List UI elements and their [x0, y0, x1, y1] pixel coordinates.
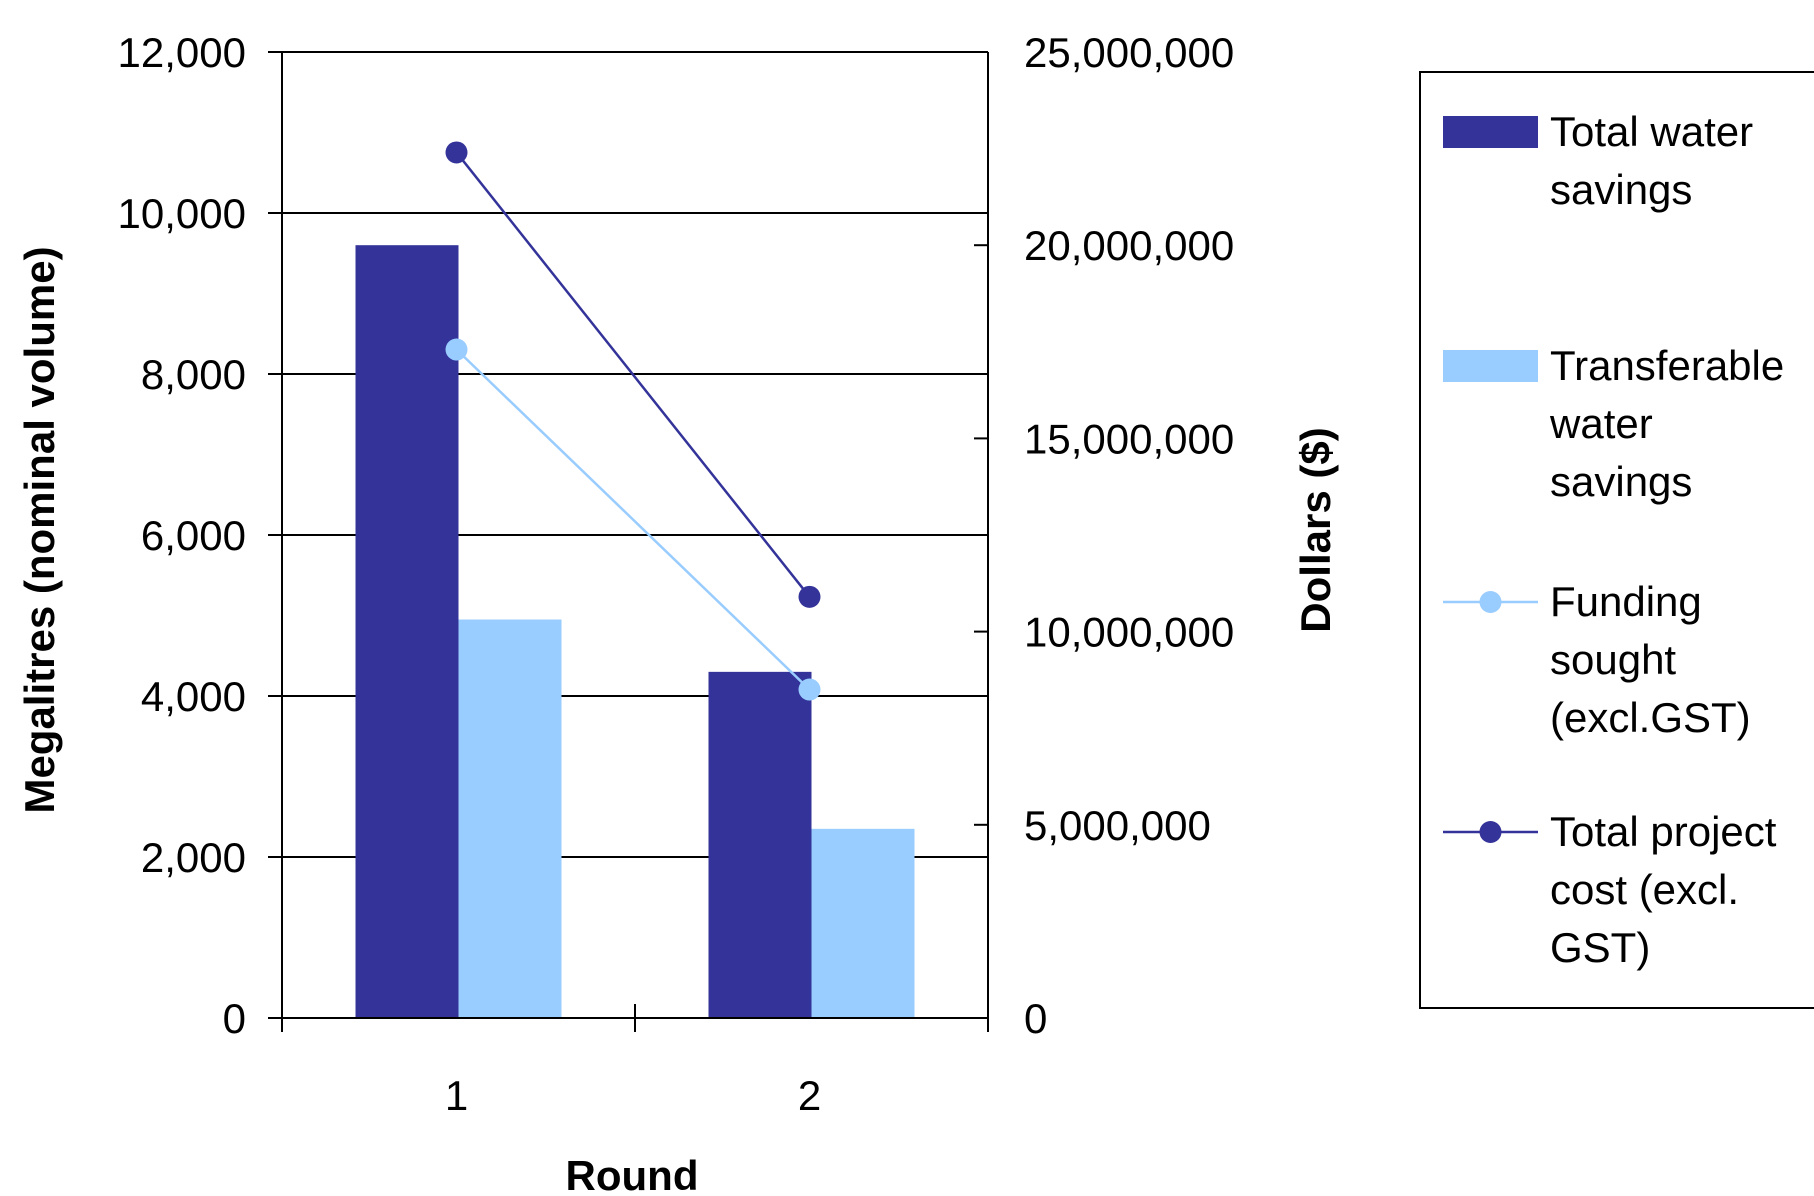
x-tick-label: 1: [445, 1072, 468, 1119]
axes: [268, 51, 989, 1032]
legend-label: GST): [1550, 924, 1650, 971]
data-point: [798, 585, 821, 608]
bar: [355, 245, 459, 1018]
y-tick-label: 8,000: [141, 351, 246, 398]
y2-tick-label: 20,000,000: [1024, 222, 1234, 269]
legend-swatch: [1443, 116, 1538, 148]
tick-labels: 0 2,000 4,000 6,000 8,000 10,000 12,000 0 5,000,…: [118, 29, 1235, 1119]
y-axis-title: Megalitres (nominal volume): [16, 246, 63, 813]
y2-tick-label: 10,000,000: [1024, 609, 1234, 656]
legend-label: Total water: [1550, 108, 1753, 155]
bar: [811, 828, 915, 1018]
legend-swatch: [1443, 350, 1538, 382]
data-point: [798, 678, 821, 701]
legend-label: water: [1549, 400, 1653, 447]
legend-label: Funding: [1550, 578, 1702, 625]
x-tick-label: 2: [798, 1072, 821, 1119]
y-tick-label: 4,000: [141, 673, 246, 720]
bars: [355, 245, 915, 1018]
y-tick-label: 6,000: [141, 512, 246, 559]
y2-tick-label: 15,000,000: [1024, 415, 1234, 462]
y2-axis-title: Dollars ($): [1292, 427, 1339, 632]
x-axis-title: Round: [566, 1152, 699, 1196]
y-tick-label: 0: [223, 995, 246, 1042]
y-tick-label: 12,000: [118, 29, 246, 76]
bar: [458, 619, 562, 1018]
y2-tick-label: 5,000,000: [1024, 802, 1211, 849]
y-tick-label: 10,000: [118, 190, 246, 237]
legend-label: savings: [1550, 166, 1692, 213]
legend-swatch-marker: [1479, 821, 1502, 843]
y2-tick-label: 25,000,000: [1024, 29, 1234, 76]
bar: [708, 671, 812, 1018]
legend-label: savings: [1550, 458, 1692, 505]
legend-label: Transferable: [1550, 342, 1784, 389]
data-point: [445, 338, 468, 361]
legend-label: Total project: [1550, 808, 1777, 855]
series-line: [455, 151, 811, 598]
y-tick-label: 2,000: [141, 834, 246, 881]
series-line: [455, 348, 811, 691]
legend: Total water savings Transferable water savin…: [1419, 71, 1814, 1009]
legend-box: [1419, 71, 1814, 1009]
legend-swatch-marker: [1479, 591, 1502, 613]
legend-label: cost (excl.: [1550, 866, 1739, 913]
y2-tick-label: 0: [1024, 995, 1047, 1042]
legend-label: (excl.GST): [1550, 694, 1751, 741]
data-point: [445, 141, 468, 164]
lines: [445, 141, 821, 701]
legend-label: sought: [1550, 636, 1676, 683]
